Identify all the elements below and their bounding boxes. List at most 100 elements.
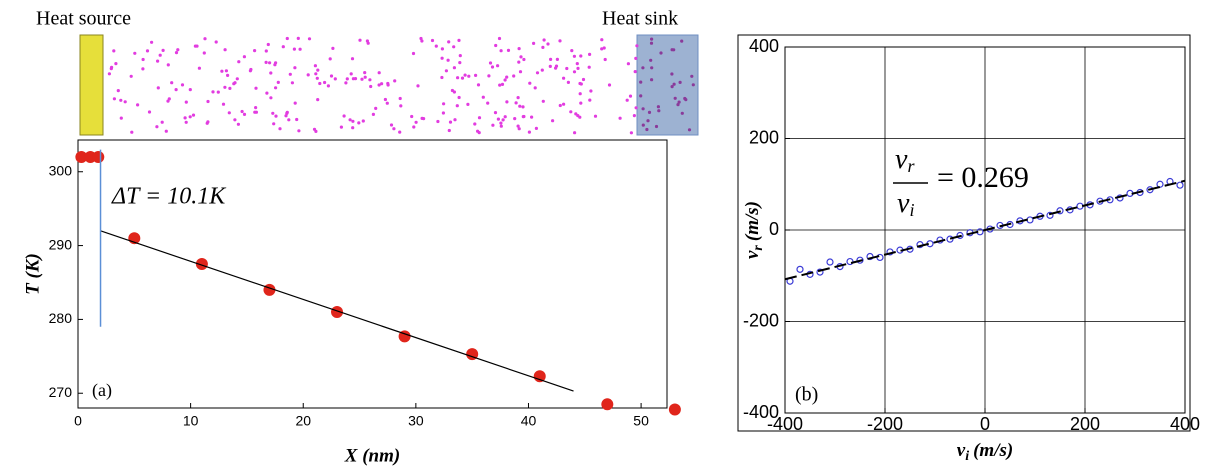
particle xyxy=(463,73,467,77)
particle xyxy=(456,76,460,80)
particle xyxy=(440,75,444,80)
particle xyxy=(223,48,227,52)
particle xyxy=(670,85,674,89)
particle xyxy=(516,124,520,128)
particle xyxy=(493,111,498,115)
particle xyxy=(569,110,573,114)
heat-source-block xyxy=(79,34,104,136)
particle xyxy=(170,81,174,85)
particle xyxy=(344,81,348,85)
particle xyxy=(333,77,337,81)
particle xyxy=(522,114,526,119)
particle xyxy=(232,82,236,86)
particle xyxy=(670,48,674,52)
particle xyxy=(518,104,522,108)
particle xyxy=(673,96,677,100)
particle xyxy=(398,130,402,134)
particle xyxy=(503,78,507,82)
sink-label: Heat sink xyxy=(602,8,678,30)
x-axis-label: vi (m/s) xyxy=(957,440,1013,464)
particle xyxy=(265,91,269,95)
point xyxy=(601,398,614,411)
particle xyxy=(444,69,448,73)
particle xyxy=(680,39,684,43)
particle xyxy=(197,66,201,70)
particle xyxy=(546,42,550,46)
y-tick-label: 0 xyxy=(769,219,779,239)
particle xyxy=(656,105,661,109)
particle xyxy=(293,101,297,105)
particle xyxy=(453,118,457,122)
particle xyxy=(145,49,150,53)
particle xyxy=(430,38,435,43)
particle xyxy=(532,41,536,46)
point xyxy=(866,252,874,261)
particle xyxy=(440,47,444,51)
particle xyxy=(268,61,272,65)
particle xyxy=(224,69,228,73)
particle xyxy=(156,86,160,90)
particle xyxy=(386,83,390,87)
particle xyxy=(548,64,552,68)
particle xyxy=(345,77,349,81)
y-tick-label: -200 xyxy=(743,310,779,330)
particle xyxy=(193,44,197,48)
particle xyxy=(306,73,310,77)
particle xyxy=(363,75,367,79)
particle xyxy=(242,55,246,59)
particle xyxy=(690,74,694,78)
particle xyxy=(167,97,171,101)
particle xyxy=(455,104,459,108)
particle xyxy=(285,36,289,41)
particle xyxy=(519,55,523,59)
particle xyxy=(578,115,582,119)
particle xyxy=(107,72,111,76)
particle xyxy=(647,110,652,114)
particle xyxy=(441,111,445,115)
particle xyxy=(216,90,220,94)
particle xyxy=(501,118,505,122)
particle xyxy=(498,83,502,87)
particle xyxy=(579,101,583,105)
x-tick-label: 20 xyxy=(295,413,311,429)
particle xyxy=(499,49,503,53)
particle xyxy=(691,83,695,87)
particle xyxy=(383,97,387,102)
particle xyxy=(188,115,192,119)
particle xyxy=(589,89,593,93)
particle xyxy=(641,66,645,70)
particle xyxy=(457,38,461,43)
point xyxy=(1156,180,1164,188)
particle xyxy=(389,123,394,127)
particle xyxy=(237,60,241,64)
particle xyxy=(474,73,478,77)
particle xyxy=(581,77,586,82)
particle xyxy=(116,89,120,93)
particle xyxy=(298,47,302,51)
subscript: r xyxy=(907,156,915,176)
particle xyxy=(248,69,252,73)
particle xyxy=(677,100,681,104)
particle xyxy=(274,86,278,90)
particle xyxy=(458,61,462,65)
point xyxy=(956,231,964,240)
particle xyxy=(420,39,424,43)
particle xyxy=(316,98,320,102)
x-tick-label: 0 xyxy=(980,414,990,434)
particle xyxy=(398,96,402,101)
particle xyxy=(276,80,280,84)
particle xyxy=(203,37,207,41)
point xyxy=(1056,207,1064,215)
particle xyxy=(514,101,518,105)
panel-label: (b) xyxy=(795,384,818,406)
particle xyxy=(269,71,273,75)
particle xyxy=(353,77,358,81)
particle xyxy=(632,114,637,118)
particle xyxy=(377,83,381,87)
particle xyxy=(323,80,327,85)
panel-label: (a) xyxy=(92,380,112,401)
particle xyxy=(202,51,206,55)
particle xyxy=(206,99,210,104)
particle xyxy=(575,62,579,66)
particle xyxy=(434,44,438,48)
